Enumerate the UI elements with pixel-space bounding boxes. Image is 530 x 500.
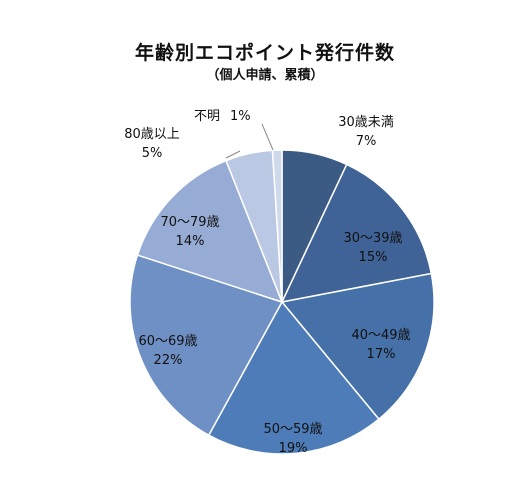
slice-value-label: 5% [142, 146, 163, 161]
slice-category-label: 60～69歳 [138, 334, 197, 349]
leader-line-8 [261, 123, 274, 151]
slice-label-7: 80歳以上 5% [124, 127, 180, 161]
pie-slice-2 [280, 163, 433, 304]
slice-label-1: 30歳未満 7% [338, 115, 394, 149]
chart-title: 年齢別エコポイント発行件数 [134, 42, 395, 64]
slice-value-label: 14% [176, 234, 205, 249]
slice-value-label: 19% [279, 441, 308, 456]
slice-value-label: 1% [230, 109, 251, 124]
slice-value-label: 22% [154, 353, 183, 368]
slice-label-6: 70～79歳 14% [160, 215, 219, 249]
pie-slice-4 [207, 300, 380, 455]
slice-category-label: 不明 [194, 109, 220, 124]
pie-slice-8 [271, 149, 283, 303]
slice-label-2: 30～39歳 15% [343, 231, 402, 265]
slice-category-label: 80歳以上 [124, 127, 180, 142]
pie-slice-5 [129, 254, 284, 437]
leader-line-7 [225, 150, 241, 159]
slice-category-label: 30～39歳 [343, 231, 402, 246]
pie-slice-3 [280, 272, 435, 421]
slice-value-label: 17% [367, 347, 396, 362]
slice-value-label: 7% [356, 134, 377, 149]
slice-label-4: 50～59歳 19% [263, 422, 322, 456]
slice-category-label: 30歳未満 [338, 115, 394, 130]
leader-lines [225, 123, 274, 159]
slice-category-label: 40～49歳 [351, 328, 410, 343]
pie-slice-6 [136, 159, 284, 304]
slice-category-label: 50～59歳 [263, 422, 322, 437]
slice-label-3: 40～49歳 17% [351, 328, 410, 362]
slice-label-8: 不明 1% [194, 109, 251, 124]
slice-value-label: 15% [359, 250, 388, 265]
slice-category-label: 70～79歳 [160, 215, 219, 230]
slice-labels: 30歳未満 7% 30～39歳 15% 40～49歳 17% 50～59歳 19% 60～69歳… [124, 109, 410, 456]
slice-label-5: 60～69歳 22% [138, 334, 197, 368]
pie-slices [129, 149, 435, 455]
chart-subtitle: （個人申請、累積） [206, 68, 324, 83]
